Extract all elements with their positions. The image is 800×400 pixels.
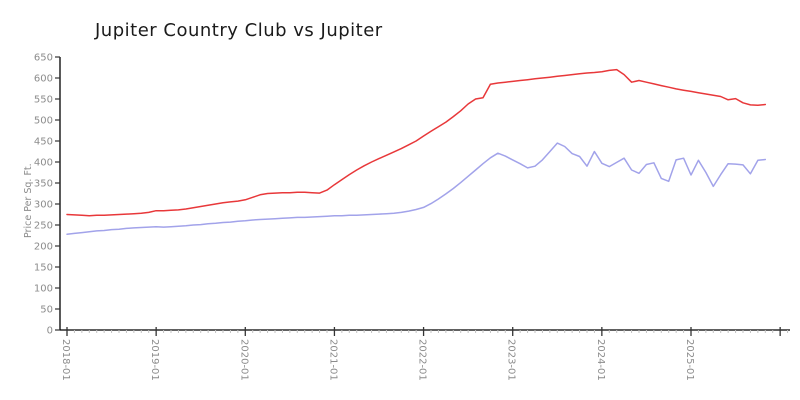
y-tick-label: 250 [34, 221, 53, 232]
y-tick-label: 300 [34, 200, 53, 211]
x-tick-label: 2022-01 [417, 339, 428, 381]
chart-line-jupiter-country-club [66, 68, 767, 217]
y-tick-label: 150 [34, 263, 53, 274]
y-tick-label: 600 [34, 74, 53, 85]
axes-layer: 0 50 100 150 200 250 300 350 400 450 500 550 600 650 2… [34, 53, 790, 381]
x-tick-label: 2020-01 [238, 339, 249, 381]
y-tick-label: 100 [34, 284, 53, 295]
y-tick-label: 0 [47, 326, 53, 337]
x-tick-label: 2025-01 [684, 339, 695, 381]
x-tick-label: 2023-01 [506, 339, 517, 381]
x-tick-label: 2019-01 [149, 339, 160, 381]
y-tick-label: 500 [34, 116, 53, 127]
x-tick-label: 2021-01 [327, 339, 338, 381]
y-axis-label: Price Per Sq. Ft. [23, 163, 34, 238]
y-tick-label: 200 [34, 242, 53, 253]
y-tick-label: 350 [34, 179, 53, 190]
y-tick-label: 400 [34, 158, 53, 169]
y-tick-label: 50 [40, 305, 53, 316]
y-tick-label: 450 [34, 137, 53, 148]
y-tick-label: 550 [34, 95, 53, 106]
chart-line-jupiter [66, 142, 767, 235]
chart-title: Jupiter Country Club vs Jupiter [95, 20, 383, 41]
x-tick-label: 2018-01 [60, 339, 71, 381]
x-tick-label: 2024-01 [595, 339, 606, 381]
series-layer [66, 68, 767, 235]
y-tick-label: 650 [34, 53, 53, 64]
